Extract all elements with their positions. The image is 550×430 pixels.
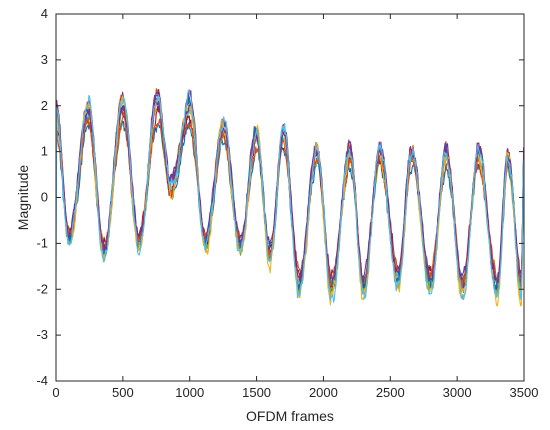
y-tick-label: -2 <box>36 281 48 296</box>
x-tick-label: 1000 <box>175 385 204 400</box>
y-axis-title: Magnitude <box>15 165 31 231</box>
y-tick-label: -3 <box>36 327 48 342</box>
x-axis-title: OFDM frames <box>246 408 334 424</box>
y-tick-label: 0 <box>41 190 48 205</box>
y-tick-label: -1 <box>36 235 48 250</box>
x-tick-label: 3500 <box>510 385 539 400</box>
x-tick-label: 2000 <box>309 385 338 400</box>
y-tick-label: 4 <box>41 6 48 21</box>
y-tick-label: 3 <box>41 52 48 67</box>
y-tick-label: -4 <box>36 373 48 388</box>
tick-group: 0 500 1000 1500 2000 2500 3000 3500 -4 -3 -2 -1 0 1 2 3… <box>36 6 538 400</box>
series-group <box>55 88 525 307</box>
x-tick-label: 2500 <box>376 385 405 400</box>
y-tick-label: 1 <box>41 144 48 159</box>
x-tick-label: 1500 <box>242 385 271 400</box>
y-tick-label: 2 <box>41 98 48 113</box>
x-tick-label: 3000 <box>443 385 472 400</box>
plot-area: 0 500 1000 1500 2000 2500 3000 3500 -4 -3 -2 -1 0 1 2 3… <box>36 6 538 400</box>
series-line <box>55 89 525 303</box>
x-tick-label: 0 <box>52 385 59 400</box>
x-tick-label: 500 <box>112 385 134 400</box>
